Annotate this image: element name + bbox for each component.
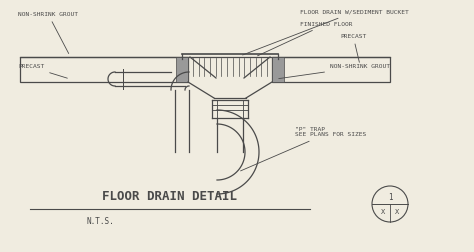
Text: NON-SHRINK GROUT: NON-SHRINK GROUT xyxy=(279,65,390,79)
Bar xyxy=(20,57,188,82)
Text: N.T.S.: N.T.S. xyxy=(86,216,114,226)
Bar xyxy=(272,57,284,82)
Text: FINISHED FLOOR: FINISHED FLOOR xyxy=(257,21,353,56)
Text: FLOOR DRAIN DETAIL: FLOOR DRAIN DETAIL xyxy=(102,191,237,204)
Text: X: X xyxy=(395,209,399,215)
Bar xyxy=(176,57,188,82)
Text: X: X xyxy=(381,209,385,215)
Text: 1: 1 xyxy=(388,194,392,203)
Text: NON-SHRINK GROUT: NON-SHRINK GROUT xyxy=(18,12,78,53)
Bar xyxy=(272,57,390,82)
Text: PRECAST: PRECAST xyxy=(18,65,67,78)
Text: "P" TRAP
SEE PLANS FOR SIZES: "P" TRAP SEE PLANS FOR SIZES xyxy=(240,127,366,171)
Text: FLOOR DRAIN W/SEDIMENT BUCKET: FLOOR DRAIN W/SEDIMENT BUCKET xyxy=(243,10,409,55)
Text: PRECAST: PRECAST xyxy=(340,34,366,62)
